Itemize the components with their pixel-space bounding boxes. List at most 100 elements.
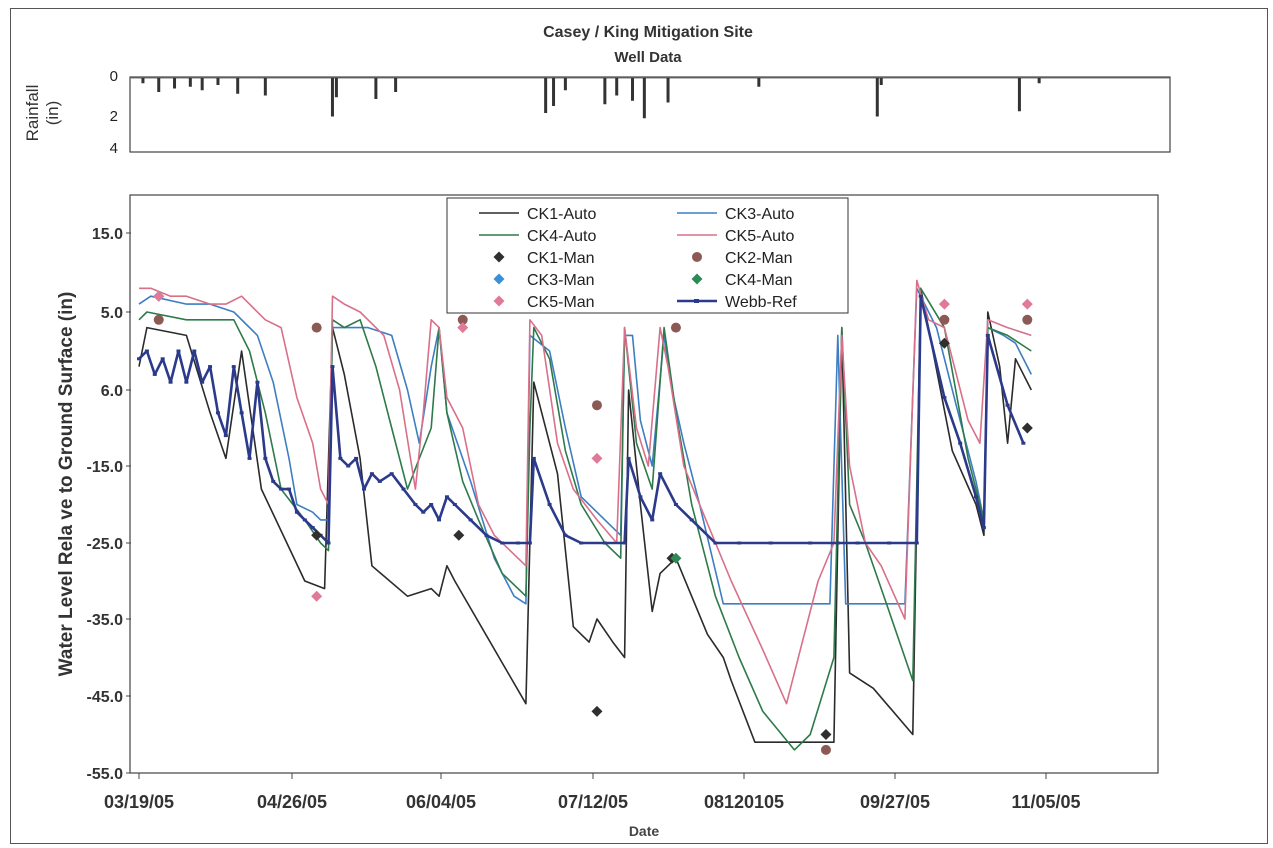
- rainfall-bar: [141, 78, 145, 84]
- webb-ref-marker: [468, 518, 473, 522]
- legend-label: CK1-Man: [527, 250, 595, 267]
- legend-item-ck2-man: CK2-Man: [692, 250, 793, 267]
- webb-ref-marker: [168, 380, 173, 384]
- webb-ref-marker: [144, 349, 149, 353]
- webb-ref-marker: [326, 541, 331, 545]
- manual-point-ck2-man: [591, 400, 602, 411]
- rainfall-bar: [642, 78, 646, 119]
- webb-ref-marker: [887, 541, 892, 545]
- legend-item-webb-ref: Webb-Ref: [677, 294, 797, 311]
- webb-ref-marker: [563, 533, 568, 537]
- rainfall-bar: [374, 78, 378, 99]
- legend-label: CK3-Auto: [725, 206, 794, 223]
- chart-subtitle: Well Data: [614, 49, 682, 66]
- chart-title: Casey / King Mitigation Site: [543, 24, 753, 41]
- rainfall-plot-area: [129, 76, 1171, 153]
- webb-ref-marker: [650, 518, 655, 522]
- webb-ref-marker: [1021, 441, 1026, 445]
- legend-swatch: [493, 251, 505, 263]
- webb-ref-marker: [239, 411, 244, 415]
- legend-label: CK3-Man: [527, 272, 595, 289]
- legend-label: CK4-Man: [725, 272, 793, 289]
- webb-ref-marker: [271, 479, 276, 483]
- rainfall-bar: [666, 78, 670, 103]
- manual-point-ck5-man: [938, 298, 950, 310]
- rainfall-bar: [263, 78, 267, 96]
- webb-ref-marker: [184, 380, 189, 384]
- webb-ref-marker: [602, 541, 607, 545]
- main-ylabel: Water Level Rela ve to Ground Surface (i…: [56, 292, 77, 677]
- rainfall-bar: [157, 78, 161, 92]
- legend-item-ck3-man: CK3-Man: [493, 272, 595, 289]
- rainfall-bar: [603, 78, 607, 105]
- legend-item-ck3-auto: CK3-Auto: [677, 206, 794, 223]
- main-panel: Water Level Rela ve to Ground Surface (i…: [56, 194, 1159, 839]
- webb-ref-marker: [294, 510, 299, 514]
- webb-ref-marker: [413, 503, 418, 506]
- webb-ref-marker: [918, 294, 923, 298]
- webb-ref-marker: [338, 456, 343, 460]
- legend-label: CK4-Auto: [527, 228, 596, 245]
- webb-ref-marker: [626, 456, 631, 460]
- webb-ref-marker: [137, 357, 141, 361]
- legend-item-ck4-auto: CK4-Auto: [479, 228, 596, 245]
- rainfall-bars: [130, 77, 1170, 119]
- legend-swatch: [493, 295, 505, 307]
- xtick-label: 03/19/05: [104, 792, 174, 812]
- webb-ref-marker: [231, 365, 236, 369]
- manual-point-ck5-man: [153, 290, 165, 302]
- rainfall-bar: [879, 78, 883, 85]
- ytick-label: -25.0: [87, 536, 124, 553]
- webb-ref-marker: [985, 333, 990, 337]
- webb-ref-marker: [377, 479, 382, 483]
- manual-point-ck1-man: [938, 337, 950, 349]
- legend-swatch: [691, 273, 703, 285]
- legend-swatch-marker: [694, 299, 699, 303]
- manual-point-ck1-man: [820, 729, 832, 740]
- xtick-label: 07/12/05: [558, 792, 628, 812]
- webb-ref-marker: [176, 349, 181, 353]
- webb-ref-marker: [354, 456, 359, 460]
- webb-ref-marker: [713, 541, 718, 545]
- legend-item-ck1-man: CK1-Man: [493, 250, 595, 267]
- webb-ref-marker: [152, 372, 157, 376]
- legend-label: CK1-Auto: [527, 206, 596, 223]
- manual-point-ck2-man: [311, 322, 322, 333]
- manual-point-ck1-man: [311, 529, 323, 541]
- manual-point-ck5-man: [1021, 298, 1033, 310]
- manual-point-ck1-man: [591, 705, 603, 717]
- webb-ref-marker: [421, 510, 426, 514]
- manual-point-ck1-man: [1021, 422, 1033, 434]
- webb-ref-marker: [255, 380, 260, 384]
- webb-ref-marker: [437, 518, 442, 522]
- rainfall-bar: [552, 78, 556, 106]
- legend-label: CK5-Auto: [725, 228, 794, 245]
- webb-ref-marker: [638, 495, 643, 499]
- webb-ref-marker: [401, 487, 406, 491]
- manual-point-ck5-man: [457, 322, 469, 334]
- manual-point-ck2-man: [457, 314, 468, 325]
- ytick-label: 5.0: [101, 305, 123, 322]
- webb-ref-marker: [310, 526, 315, 530]
- webb-ref-marker: [547, 503, 552, 506]
- rainfall-ylabel-line2: (in): [43, 101, 62, 126]
- rainfall-ylabel-line1: Rainfall: [23, 85, 42, 142]
- legend-swatch: [692, 252, 702, 262]
- manual-point-ck5-man: [591, 452, 603, 464]
- rainfall-bar: [334, 78, 338, 98]
- rainfall-bar: [757, 78, 761, 87]
- rainfall-bar: [236, 78, 240, 94]
- webb-ref-marker: [958, 441, 963, 445]
- webb-ref-marker: [362, 487, 367, 491]
- webb-ref-marker: [263, 456, 268, 460]
- main-xlabel: Date: [629, 823, 660, 839]
- ytick-label: 15.0: [92, 226, 123, 243]
- xtick-label: 09/27/05: [860, 792, 930, 812]
- manual-point-ck1-man: [453, 529, 465, 541]
- xtick-label: 04/26/05: [257, 792, 327, 812]
- webb-ref-marker: [223, 434, 228, 438]
- webb-ref-marker: [429, 503, 434, 506]
- manual-point-ck2-man: [153, 314, 164, 325]
- webb-ref-marker: [531, 456, 536, 460]
